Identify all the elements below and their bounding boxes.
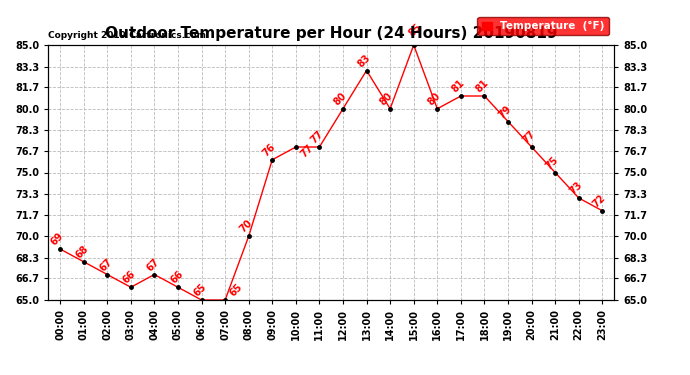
Legend: Temperature  (°F): Temperature (°F) bbox=[477, 17, 609, 36]
Text: 69: 69 bbox=[49, 231, 66, 248]
Text: 67: 67 bbox=[145, 256, 161, 273]
Text: 70: 70 bbox=[237, 218, 254, 235]
Text: 76: 76 bbox=[261, 142, 278, 158]
Text: 77: 77 bbox=[520, 129, 537, 146]
Text: 80: 80 bbox=[426, 91, 443, 107]
Text: 81: 81 bbox=[473, 78, 490, 94]
Text: 83: 83 bbox=[355, 53, 372, 69]
Text: 80: 80 bbox=[377, 91, 395, 107]
Title: Outdoor Temperature per Hour (24 Hours) 20190819: Outdoor Temperature per Hour (24 Hours) … bbox=[105, 26, 558, 41]
Text: 68: 68 bbox=[74, 244, 90, 260]
Text: 79: 79 bbox=[497, 104, 513, 120]
Text: 65: 65 bbox=[228, 282, 244, 298]
Text: 73: 73 bbox=[568, 180, 584, 196]
Text: 65: 65 bbox=[192, 282, 208, 298]
Text: 66: 66 bbox=[168, 269, 185, 286]
Text: 75: 75 bbox=[544, 154, 561, 171]
Text: 67: 67 bbox=[97, 256, 114, 273]
Text: 85: 85 bbox=[407, 21, 424, 38]
Text: 77: 77 bbox=[308, 129, 325, 146]
Text: 72: 72 bbox=[591, 193, 608, 209]
Text: Copyright 2019 Cartronics.com: Copyright 2019 Cartronics.com bbox=[48, 31, 206, 40]
Text: 80: 80 bbox=[332, 91, 348, 107]
Text: 81: 81 bbox=[450, 78, 466, 94]
Text: 66: 66 bbox=[121, 269, 138, 286]
Text: 77: 77 bbox=[299, 143, 315, 159]
